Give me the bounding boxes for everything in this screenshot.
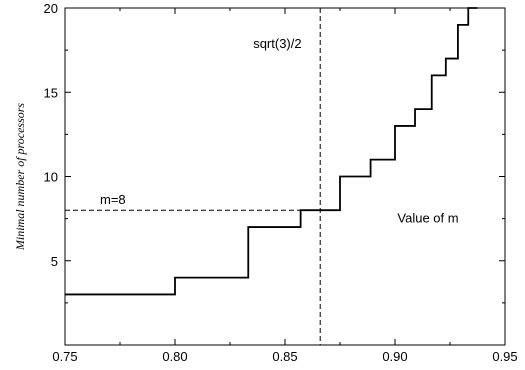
y-tick-label: 20 <box>44 1 58 16</box>
x-tick-label: 0.85 <box>272 349 297 364</box>
value-of-m-annotation: Value of m <box>397 211 458 226</box>
x-tick-label: 0.90 <box>382 349 407 364</box>
plot-frame <box>64 7 506 346</box>
y-tick-label: 5 <box>51 254 58 269</box>
step-series-line <box>65 7 478 296</box>
vertical-reference-label: sqrt(3)/2 <box>253 36 301 51</box>
x-tick-label: 0.95 <box>492 349 517 364</box>
y-tick-label: 10 <box>44 170 58 185</box>
x-tick-label: 0.75 <box>52 349 77 364</box>
y-tick-label: 15 <box>44 85 58 100</box>
x-tick-label: 0.80 <box>162 349 187 364</box>
horizontal-reference-label: m=8 <box>100 192 126 207</box>
y-axis-label: Minimal number of processors <box>13 103 27 252</box>
